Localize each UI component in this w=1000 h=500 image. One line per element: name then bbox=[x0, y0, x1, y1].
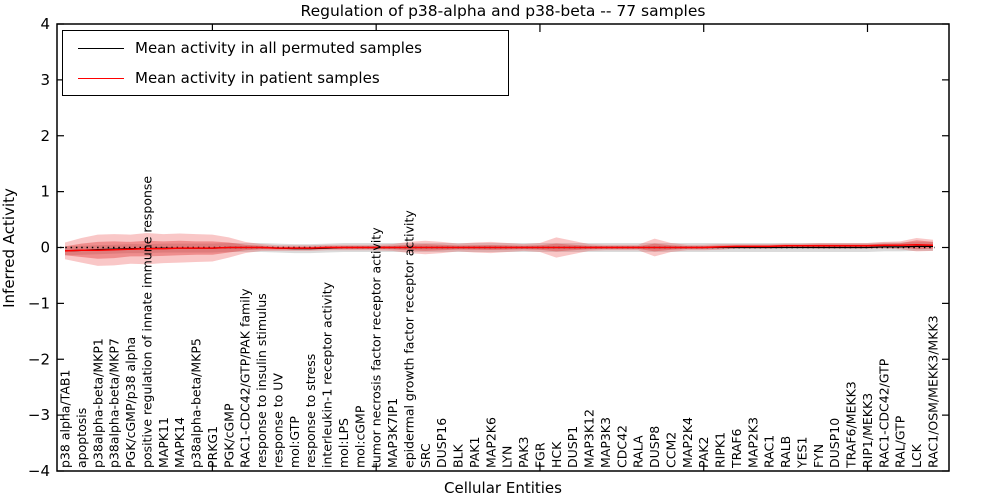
x-category-label: response to stress bbox=[303, 354, 318, 468]
x-category-label: DUSP16 bbox=[434, 418, 449, 468]
x-category-label: MAP2K4 bbox=[680, 417, 695, 468]
x-category-label: LYN bbox=[500, 446, 515, 468]
x-category-label: RAC1/OSM/MEKK3/MKK3 bbox=[926, 315, 941, 468]
x-category-label: response to UV bbox=[270, 373, 285, 468]
bands-layer bbox=[65, 233, 933, 266]
x-category-label: FGR bbox=[532, 442, 547, 468]
legend-item: Mean activity in patient samples bbox=[78, 65, 508, 91]
y-tick-label: −2 bbox=[28, 350, 50, 368]
x-category-label: response to insulin stimulus bbox=[254, 293, 269, 468]
x-category-label: PGK/cGMP/p38 alpha bbox=[123, 337, 138, 468]
chart-title: Regulation of p38-alpha and p38-beta -- … bbox=[301, 2, 706, 20]
x-category-label: p38 alpha/TAB1 bbox=[58, 370, 73, 468]
y-tick-label: −1 bbox=[28, 294, 50, 312]
x-category-label: BLK bbox=[451, 443, 466, 468]
x-category-label: CDC42 bbox=[614, 425, 629, 468]
x-category-label: RAC1 bbox=[762, 435, 777, 468]
x-category-label: DUSP10 bbox=[827, 418, 842, 468]
x-category-label: HCK bbox=[549, 441, 564, 468]
x-category-label: mol:LPS bbox=[336, 418, 351, 468]
x-category-label: RAC1-CDC42/GTP bbox=[876, 358, 891, 468]
legend-item: Mean activity in all permuted samples bbox=[78, 35, 508, 61]
x-category-label: MAP2K3 bbox=[745, 417, 760, 468]
y-tick-label: 3 bbox=[40, 71, 50, 89]
x-category-label: PAK1 bbox=[467, 437, 482, 468]
x-category-label: MAPK11 bbox=[156, 417, 171, 468]
x-category-label: PRKG1 bbox=[205, 426, 220, 468]
x-category-label: p38alpha-beta/MKP1 bbox=[90, 338, 105, 468]
x-category-label: PGK/cGMP bbox=[221, 403, 236, 468]
x-category-label: MAP3K12 bbox=[582, 409, 597, 468]
x-category-label: apoptosis bbox=[74, 408, 89, 468]
x-category-label: PAK2 bbox=[696, 437, 711, 468]
x-category-label: RIP1/MEKK3 bbox=[860, 393, 875, 468]
y-tick-label: 1 bbox=[40, 183, 50, 201]
x-category-label: p38alpha-beta/MKP5 bbox=[189, 338, 204, 468]
x-category-label: mol:cGMP bbox=[352, 405, 367, 468]
x-category-label: SRC bbox=[418, 443, 433, 468]
x-category-label: mol:GTP bbox=[287, 416, 302, 468]
x-category-label: DUSP8 bbox=[647, 426, 662, 468]
x-category-label: TRAF6/MEKK3 bbox=[844, 381, 859, 469]
x-category-label: MAP2K6 bbox=[483, 417, 498, 468]
x-category-label: tumor necrosis factor receptor activity bbox=[369, 227, 384, 468]
x-category-label: RIPK1 bbox=[713, 432, 728, 468]
patient-samples-inner-spread-band bbox=[65, 240, 933, 259]
x-axis-label: Cellular Entities bbox=[444, 479, 562, 497]
x-category-label: MAP3K7IP1 bbox=[385, 398, 400, 468]
series-layer bbox=[60, 243, 935, 252]
y-tick-label: 4 bbox=[40, 15, 50, 33]
x-category-label: epidermal growth factor receptor activit… bbox=[401, 210, 416, 468]
x-category-label: interleukin-1 receptor activity bbox=[320, 281, 335, 468]
x-category-label: RALA bbox=[631, 435, 646, 468]
x-category-label: MAP3K3 bbox=[598, 417, 613, 468]
x-category-label: YES1 bbox=[794, 437, 809, 469]
x-category-label: MAPK14 bbox=[172, 417, 187, 468]
x-category-label: TRAF6 bbox=[729, 428, 744, 469]
x-category-label: CCM2 bbox=[663, 432, 678, 468]
category-labels: p38 alpha/TAB1 apoptosis p38alpha-beta/MKP… bbox=[58, 176, 941, 469]
x-category-label: positive regulation of innate immune res… bbox=[139, 176, 154, 468]
permuted-samples-spread-band bbox=[65, 241, 933, 256]
patient-samples-outer-spread-band bbox=[65, 233, 933, 266]
x-category-label: RAC1-CDC42/GTP/PAK family bbox=[238, 288, 253, 468]
legend: Mean activity in all permuted samples Mea… bbox=[62, 30, 509, 96]
legend-line-swatch bbox=[78, 47, 124, 49]
x-category-label: p38alpha-beta/MKP7 bbox=[107, 338, 122, 468]
x-category-label: LCK bbox=[909, 443, 924, 468]
patient-mean-line bbox=[64, 243, 934, 252]
legend-label: Mean activity in patient samples bbox=[135, 68, 380, 87]
y-tick-label: 2 bbox=[40, 127, 50, 145]
x-category-label: DUSP1 bbox=[565, 426, 580, 468]
y-axis-label: Inferred Activity bbox=[0, 188, 18, 308]
x-category-label: PAK3 bbox=[516, 437, 531, 468]
legend-label: Mean activity in all permuted samples bbox=[135, 38, 422, 57]
x-category-label: RALB bbox=[778, 436, 793, 468]
y-tick-label: −4 bbox=[28, 462, 50, 480]
legend-line-swatch bbox=[78, 77, 124, 79]
x-category-label: FYN bbox=[811, 444, 826, 468]
y-tick-label: 0 bbox=[40, 239, 50, 257]
x-category-label: RAL/GTP bbox=[893, 415, 908, 468]
y-tick-label: −3 bbox=[28, 406, 50, 424]
axes-layer: 4 3 2 1 0 −1 −2 −3 −4 bbox=[28, 15, 950, 480]
